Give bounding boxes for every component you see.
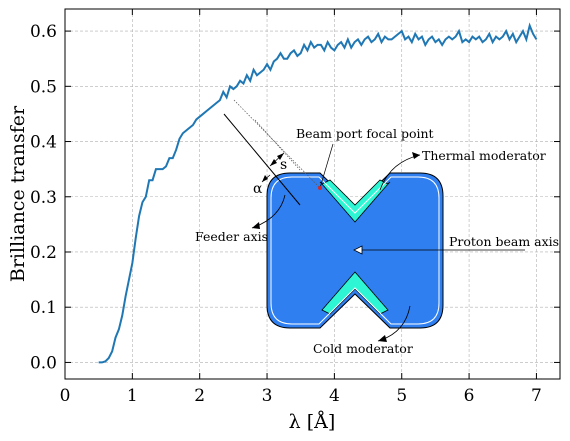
focal-point-pointer — [319, 143, 334, 189]
focal-point-label: Beam port focal point — [296, 126, 434, 141]
plot-frame — [64, 8, 561, 380]
feeder-label: Feeder axis — [195, 229, 268, 244]
s-label: s — [280, 157, 287, 173]
thermal-arrow-head — [412, 152, 420, 159]
x-tick-label: 5 — [396, 386, 407, 406]
cold-arrow-head — [378, 335, 387, 342]
s-arrow-head-1 — [270, 159, 277, 166]
y-tick-label: 0.3 — [30, 188, 57, 208]
feeder-arrow-head — [252, 222, 260, 229]
feeder-dotted-line-2 — [254, 119, 301, 171]
proton-label: Proton beam axis — [449, 234, 559, 249]
thermal-label: Thermal moderator — [422, 148, 546, 163]
x-axis-ticks: 0 1 2 3 4 5 6 7 — [60, 9, 542, 406]
y-tick-label: 0.2 — [30, 243, 57, 263]
y-tick-label: 0.1 — [30, 298, 57, 318]
cold-label: Cold moderator — [313, 341, 413, 356]
top-reflector-fill — [321, 179, 389, 223]
alpha-arrow-head — [262, 175, 268, 182]
y-tick-label: 0.4 — [30, 133, 57, 153]
x-tick-label: 6 — [464, 386, 475, 406]
y-tick-label: 0.5 — [30, 77, 57, 97]
x-tick-label: 7 — [531, 386, 542, 406]
y-tick-label: 0.0 — [30, 353, 57, 373]
grid-lines — [64, 9, 560, 379]
moderator-outline — [270, 176, 440, 325]
x-tick-label: 4 — [329, 386, 340, 406]
y-axis-ticks: 0.0 0.1 0.2 0.3 0.4 0.5 0.6 — [30, 22, 560, 373]
alpha-label: α — [253, 181, 263, 197]
bottom-reflector — [321, 271, 389, 315]
x-axis-label: λ [Å] — [289, 411, 336, 433]
moderator-diagram: Beam port focal point Thermal moderator … — [195, 99, 559, 356]
proton-arrow-head — [353, 245, 363, 255]
y-tick-label: 0.6 — [30, 22, 57, 42]
x-tick-label: 2 — [194, 386, 205, 406]
y-axis-label: Brilliance transfer — [7, 105, 29, 282]
focal-point-marker — [318, 186, 322, 190]
feeder-dotted-line-1 — [233, 99, 321, 189]
x-tick-label: 1 — [127, 386, 138, 406]
s-arrow-head-2 — [277, 153, 284, 160]
series-line — [98, 22, 538, 364]
feeder-axis-line — [223, 113, 301, 206]
x-tick-label: 3 — [262, 386, 273, 406]
x-tick-label: 0 — [60, 386, 71, 406]
